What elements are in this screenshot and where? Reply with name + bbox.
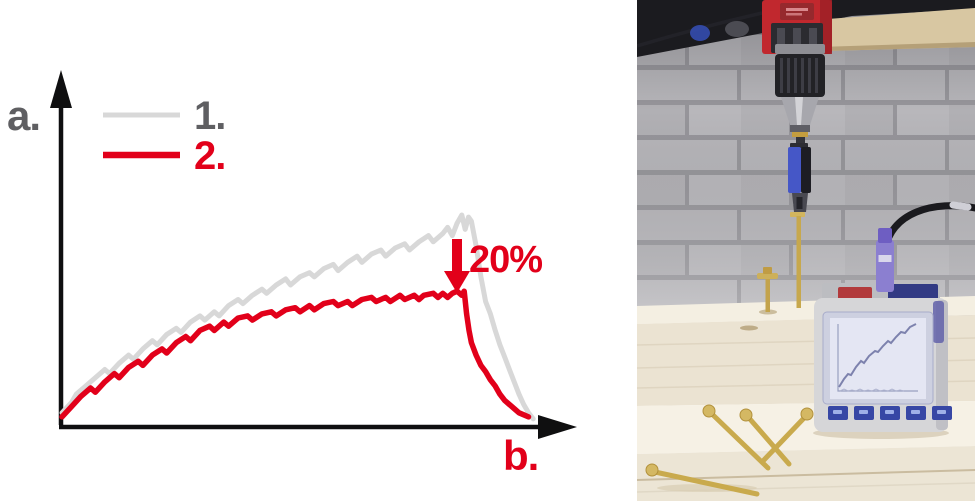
- ceiling-shadow: [637, 0, 975, 57]
- loose-screw-shaft: [652, 469, 760, 497]
- screw-shaft: [765, 279, 770, 312]
- connector-slot: [796, 197, 803, 209]
- annotation-text: 20%: [469, 239, 542, 281]
- light-spot: [725, 21, 749, 37]
- driven-screw-washer: [790, 212, 805, 217]
- chuck-highlight: [795, 97, 803, 125]
- torque-logger: [813, 201, 975, 439]
- loose-screw-head: [645, 463, 659, 477]
- top-wood-beam-edge: [787, 42, 975, 52]
- drill-label: [780, 3, 814, 20]
- torque-sensor-blue: [788, 147, 801, 193]
- loose-screw-shaft: [709, 411, 771, 471]
- legend-label-series-2: 2.: [194, 134, 225, 178]
- purple-connector: [876, 240, 894, 292]
- legend: 1. 2.: [103, 94, 226, 178]
- screw-flange: [757, 273, 778, 279]
- button-glyph: [937, 410, 946, 414]
- label-mark: [786, 8, 808, 11]
- torque-chart: a. b. 1. 2. 20%: [7, 70, 577, 479]
- button-glyph: [885, 410, 894, 414]
- y-axis: [50, 70, 72, 425]
- button-glyph: [833, 410, 842, 414]
- loose-screw-head: [800, 407, 814, 421]
- drill: [762, 0, 832, 308]
- lower-beam-face: [637, 446, 975, 501]
- vent-slot: [809, 28, 817, 46]
- loose-screw-head: [702, 404, 716, 418]
- chuck-ridges: [780, 58, 818, 93]
- cable-band: [949, 201, 972, 211]
- driven-screw-shaft: [796, 216, 801, 308]
- device-side-strip: [933, 301, 944, 343]
- drill-collar: [775, 44, 825, 54]
- series-line-2: [59, 288, 532, 420]
- series-layer: [59, 212, 536, 422]
- screw-in-wood: [757, 267, 778, 315]
- y-axis-label: a.: [7, 92, 40, 139]
- top-wood-beam: [787, 8, 975, 52]
- loose-screw-head: [739, 408, 753, 422]
- purple-connector-tip: [878, 228, 892, 243]
- lcd-baseline-trace: [839, 388, 905, 392]
- screw-head: [763, 267, 772, 274]
- vent-slot: [793, 28, 801, 46]
- y-axis-arrowhead-icon: [50, 70, 72, 108]
- wood-beams: [637, 296, 975, 501]
- decrease-annotation: 20%: [444, 239, 543, 293]
- down-arrow-icon: [444, 271, 470, 293]
- test-setup-photo: [637, 0, 975, 501]
- sensor-cap: [790, 143, 808, 148]
- blue-light-icon: [690, 25, 710, 41]
- vent-slot: [777, 28, 785, 46]
- device-buttons: [828, 406, 952, 420]
- button-glyph: [859, 410, 868, 414]
- x-axis: [59, 415, 577, 439]
- x-axis-label: b.: [503, 432, 538, 479]
- torque-sensor-black: [801, 147, 811, 193]
- connector-band: [878, 255, 892, 262]
- lcd-curve: [838, 323, 917, 388]
- button-glyph: [911, 410, 920, 414]
- wood-knot: [740, 325, 758, 331]
- legend-label-series-1: 1.: [194, 94, 225, 138]
- bit-tip: [796, 137, 805, 143]
- lcd-plot-axes: [837, 324, 918, 392]
- lcd-screen: [830, 318, 926, 399]
- label-mark: [786, 13, 802, 16]
- loose-screw-shaft: [746, 415, 792, 467]
- loose-screws: [645, 404, 814, 497]
- series-line-1: [59, 212, 536, 422]
- down-arrow-shaft: [452, 239, 462, 273]
- loose-screw-shaft: [760, 414, 808, 464]
- x-axis-arrowhead-icon: [538, 415, 577, 439]
- bit-holder: [790, 125, 810, 132]
- bit-gold-ring: [792, 132, 808, 137]
